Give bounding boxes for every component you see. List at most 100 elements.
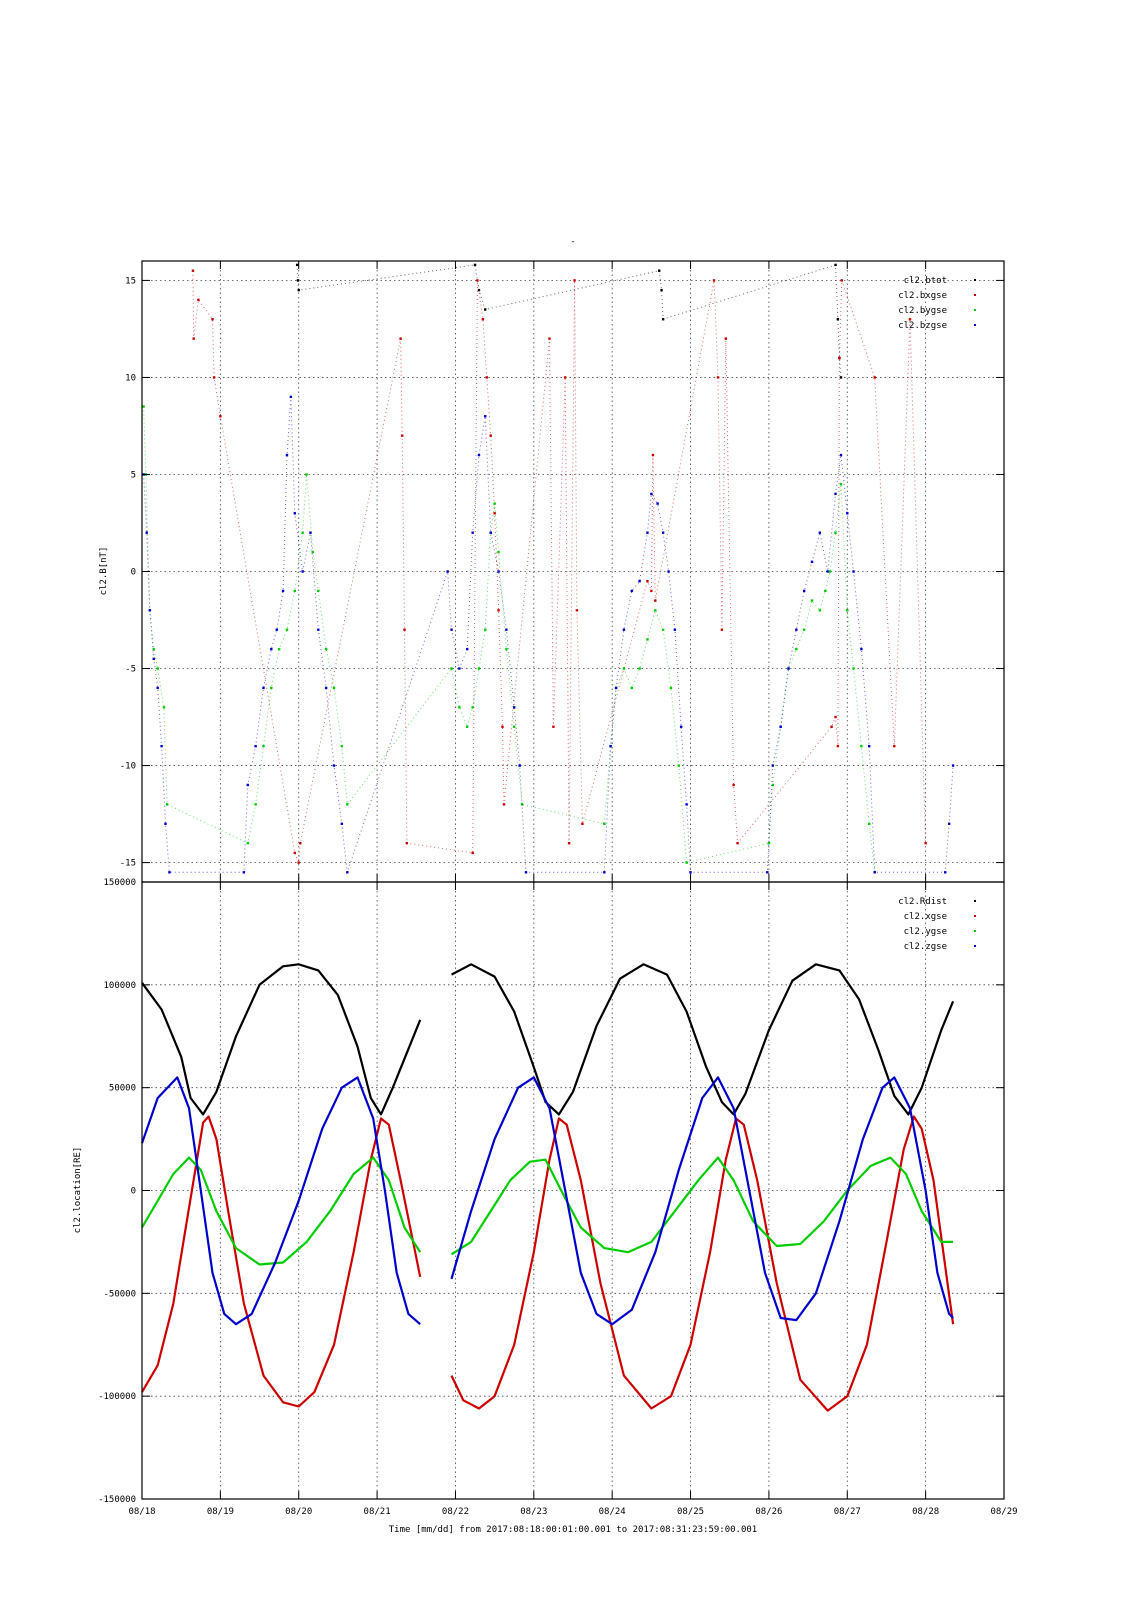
x-tick-label: 08/20	[285, 1507, 312, 1517]
cl2.bxgse-point	[211, 318, 214, 321]
cl2.bygse-point	[795, 647, 798, 651]
cl2.bxgse-point	[840, 279, 843, 282]
cl2.bxgse-point	[838, 356, 841, 360]
cl2.btot-point	[484, 308, 487, 311]
cl2.btot-point	[839, 376, 843, 379]
cl2.bygse-point	[305, 473, 308, 476]
cl2.bzgse-point	[873, 871, 876, 874]
cl2.bygse-point	[630, 686, 633, 690]
cl2.bygse-point	[654, 609, 657, 612]
cl2.bzgse-point	[846, 512, 849, 515]
cl2.btot-point	[658, 269, 661, 272]
magnetic-field-y-label: cl2.B[nT]	[99, 547, 109, 596]
cl2.bzgse-point	[484, 415, 487, 418]
magnetic-field-panel: -15 -10 -5 0 5 10 15 cl2.B[nT] cl2.btot cl2.bxg…	[99, 260, 1005, 883]
cl2.bygse-point	[669, 686, 673, 690]
cl2.bzgse-point	[661, 531, 665, 534]
cl2.bxgse-point	[481, 318, 485, 321]
cl2.bxgse-point	[501, 725, 504, 728]
cl2.bygse-point	[505, 647, 508, 651]
cl2.bzgse-point	[860, 647, 863, 651]
cl2.bxgse-point	[293, 851, 297, 855]
y-tick-label: 5	[131, 470, 136, 480]
legend-label: cl2.bzgse	[898, 321, 947, 331]
cl2.bzgse-point	[630, 589, 633, 593]
y-tick-label: -5	[125, 665, 136, 675]
cl2.bxgse-point	[497, 609, 500, 612]
cl2.bygse-point	[152, 647, 155, 651]
y-tick-label: 0	[131, 568, 136, 578]
legend-swatch	[974, 324, 976, 326]
cl2.bzgse-point	[787, 667, 790, 670]
cl2.bygse-point	[458, 706, 461, 709]
cl2.bxgse-point	[299, 841, 302, 845]
cl2.bzgse-point	[281, 589, 285, 593]
legend-label: cl2.btot	[904, 276, 947, 286]
x-tick-label: 08/26	[755, 1507, 782, 1517]
y-tick-label: -50000	[103, 1289, 136, 1299]
magnetic-field-y-ticks: -15 -10 -5 0 5 10 15	[120, 276, 1004, 869]
cl2.bzgse-point	[818, 531, 822, 534]
cl2.bygse-point	[340, 744, 344, 748]
cl2.bxgse-trail	[192, 270, 927, 863]
cl2.bzgse-point	[458, 667, 461, 670]
location-legend: cl2.Rdist cl2.xgse cl2.ygse cl2.zgse	[898, 897, 976, 952]
x-tick-label: 08/22	[442, 1507, 469, 1517]
cl2.bygse-point	[828, 570, 832, 573]
cl2.bygse-point	[293, 589, 297, 593]
cl2.bygse-point	[497, 550, 500, 554]
cl2.bxgse-point	[581, 822, 584, 825]
cl2.bxgse-point	[399, 337, 402, 340]
cl2.bzgse-point	[638, 580, 641, 583]
cl2.bzgse-point	[766, 871, 769, 874]
cl2.zgse-line	[450, 1076, 954, 1326]
x-tick-label: 08/27	[834, 1507, 861, 1517]
cl2.bzgse-point	[164, 822, 167, 825]
cl2.bygse-point	[277, 647, 281, 651]
cl2.bygse-point	[262, 744, 265, 748]
cl2.bzgse-point	[802, 589, 806, 593]
legend-label: cl2.zgse	[904, 942, 947, 952]
x-tick-label: 08/23	[520, 1507, 547, 1517]
cl2.bygse-point	[839, 482, 843, 486]
cl2.bygse-point	[270, 686, 273, 690]
cl2.bzgse-trail	[143, 396, 954, 873]
y-tick-label: 10	[125, 373, 136, 383]
cl2.bygse-point	[162, 706, 166, 709]
cl2.bygse-point	[846, 609, 849, 612]
top-mark: -	[570, 237, 575, 247]
y-tick-label: 15	[125, 276, 136, 286]
y-tick-label: 150000	[103, 878, 136, 888]
magnetic-field-points	[142, 263, 955, 874]
cl2.bxgse-point	[654, 599, 657, 602]
cl2.bzgse-point	[309, 531, 312, 534]
legend-label: cl2.ygse	[904, 927, 947, 937]
legend-swatch	[974, 309, 976, 311]
cl2.bzgse-point	[951, 764, 955, 767]
cl2.xgse-line	[141, 1115, 422, 1408]
cl2.bzgse-point	[262, 686, 265, 690]
cl2.bzgse-point	[673, 628, 677, 631]
cl2.bzgse-point	[285, 453, 289, 457]
cl2.bygse-point	[156, 667, 159, 670]
cl2.bygse-point	[834, 531, 837, 534]
x-tick-label: 08/19	[207, 1507, 234, 1517]
cl2.Rdist-line	[450, 963, 955, 1116]
cl2.bzgse-point	[603, 871, 606, 874]
cl2.bxgse-point	[924, 841, 927, 845]
cl2.bzgse-point	[446, 570, 449, 573]
time-x-ticks: 08/18 08/19 08/20 08/21 08/22 08/23 08/24 08/25…	[128, 1507, 1017, 1517]
cl2.bxgse-point	[724, 337, 728, 340]
time-axis-label: Time [mm/dd] from 2017:08:18:00:01:00.00…	[389, 1525, 757, 1535]
cl2.bygse-point	[638, 667, 641, 670]
cl2.bxgse-point	[732, 783, 735, 787]
y-tick-label: 50000	[109, 1084, 136, 1094]
legend-swatch	[974, 945, 976, 947]
cl2.bxgse-point	[197, 298, 200, 302]
cl2.bzgse-point	[650, 492, 653, 496]
cl2.btot-trail	[296, 264, 842, 378]
cl2.btot-point	[836, 318, 840, 321]
cl2.bzgse-point	[270, 647, 273, 651]
cl2.bzgse-point	[148, 609, 152, 612]
